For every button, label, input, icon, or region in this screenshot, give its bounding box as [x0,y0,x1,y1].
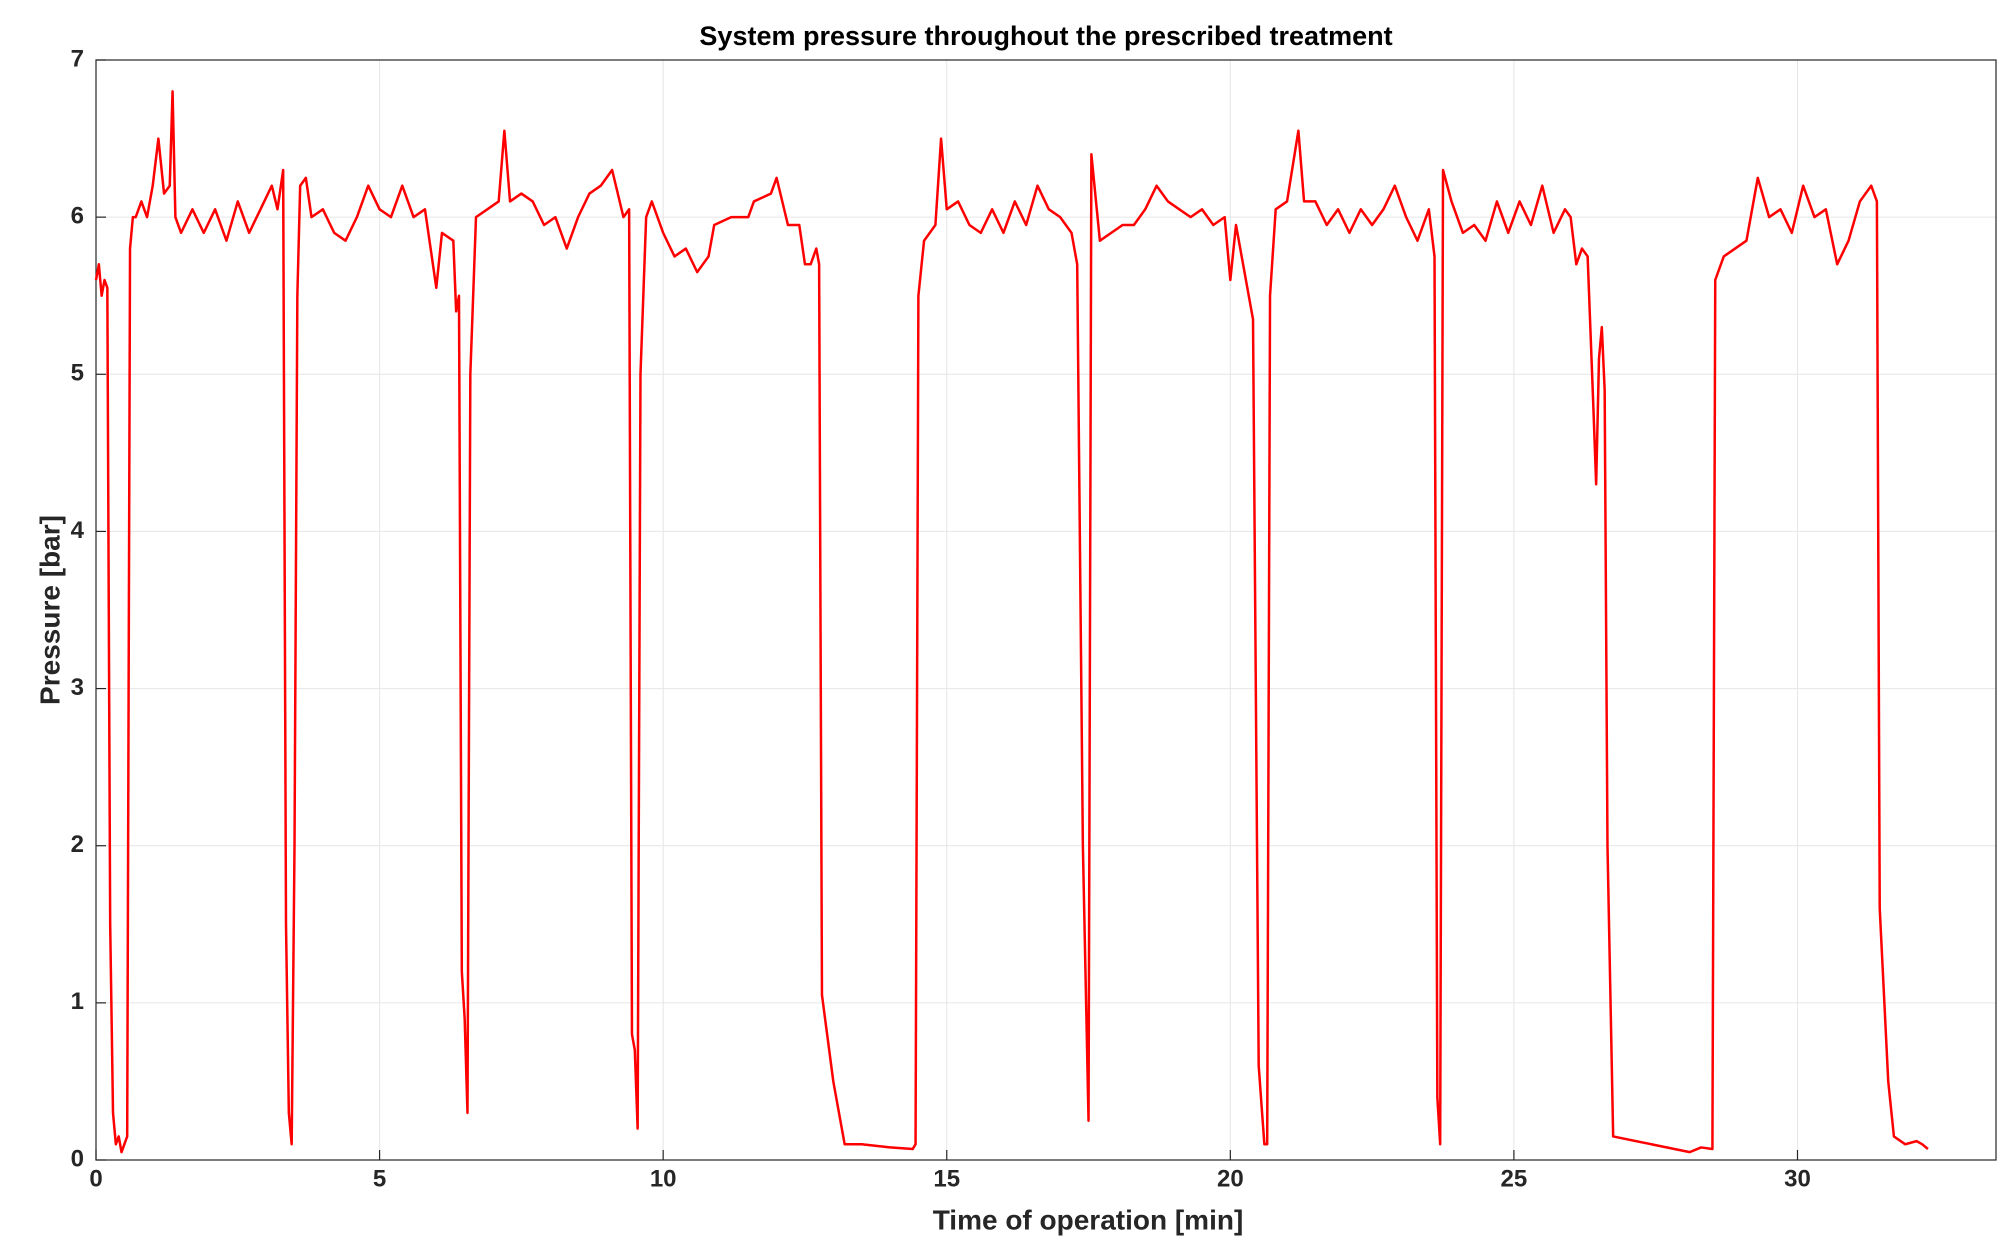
y-tick-label: 0 [71,1145,84,1172]
chart-title: System pressure throughout the prescribe… [699,21,1392,51]
y-tick-label: 2 [71,831,84,858]
y-tick-label: 1 [71,988,84,1015]
x-tick-label: 30 [1784,1165,1811,1192]
x-tick-label: 0 [89,1165,102,1192]
x-tick-label: 10 [650,1165,677,1192]
y-tick-label: 5 [71,360,84,387]
y-tick-label: 3 [71,674,84,701]
x-tick-label: 25 [1501,1165,1528,1192]
y-tick-label: 6 [71,202,84,229]
y-axis-label: Pressure [bar] [34,515,65,705]
x-axis-label: Time of operation [min] [933,1204,1244,1235]
y-tick-label: 4 [71,517,85,544]
y-tick-label: 7 [71,45,84,72]
x-tick-label: 5 [373,1165,386,1192]
data-line [94,90,1929,1154]
x-tick-label: 15 [933,1165,960,1192]
plot-frame [95,59,1997,1161]
x-tick-label: 20 [1217,1165,1244,1192]
